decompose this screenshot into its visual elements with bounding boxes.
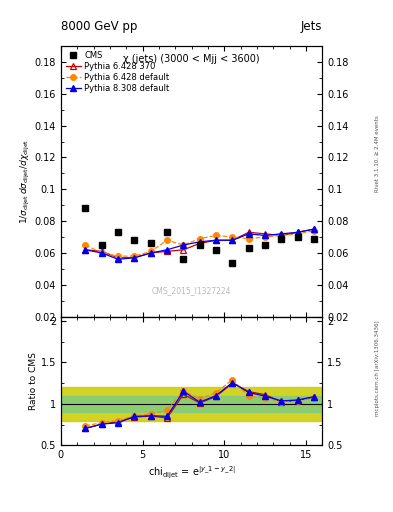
Pythia 8.308 default: [312, 226, 316, 232]
Pythia 6.428 default: [83, 242, 88, 248]
CMS: [312, 236, 316, 242]
Pythia 6.428 370: [99, 248, 104, 254]
Pythia 8.308 default: [116, 256, 120, 262]
Pythia 6.428 370: [214, 237, 219, 243]
CMS: [83, 205, 88, 211]
Y-axis label: Ratio to CMS: Ratio to CMS: [29, 352, 38, 410]
Pythia 6.428 default: [214, 232, 219, 239]
CMS: [116, 229, 120, 236]
CMS: [263, 242, 268, 248]
Pythia 8.308 default: [263, 232, 268, 239]
Line: Pythia 8.308 default: Pythia 8.308 default: [83, 226, 317, 262]
Pythia 6.428 370: [230, 237, 235, 243]
Pythia 8.308 default: [83, 247, 88, 253]
CMS: [279, 236, 284, 242]
CMS: [165, 229, 169, 236]
Bar: [61, 387, 322, 420]
Text: Rivet 3.1.10, ≥ 2.4M events: Rivet 3.1.10, ≥ 2.4M events: [375, 115, 380, 192]
CMS: [99, 242, 104, 248]
Text: CMS_2015_I1327224: CMS_2015_I1327224: [152, 286, 231, 295]
Pythia 6.428 default: [149, 248, 153, 254]
Pythia 6.428 370: [181, 247, 186, 253]
CMS: [214, 247, 219, 253]
Pythia 6.428 default: [132, 253, 137, 259]
Pythia 6.428 370: [197, 240, 202, 246]
Pythia 8.308 default: [296, 229, 300, 236]
Pythia 6.428 default: [312, 228, 316, 234]
CMS: [197, 242, 202, 248]
Pythia 8.308 default: [181, 242, 186, 248]
CMS: [181, 256, 186, 262]
Pythia 6.428 370: [312, 226, 316, 232]
Pythia 6.428 default: [116, 253, 120, 259]
Line: CMS: CMS: [82, 205, 318, 266]
Text: χ (jets) (3000 < Mjj < 3600): χ (jets) (3000 < Mjj < 3600): [123, 54, 260, 64]
CMS: [230, 260, 235, 266]
CMS: [132, 237, 137, 243]
Pythia 6.428 default: [230, 234, 235, 240]
Pythia 6.428 370: [263, 231, 268, 237]
Text: 8000 GeV pp: 8000 GeV pp: [61, 20, 137, 33]
Pythia 6.428 default: [279, 232, 284, 239]
Pythia 8.308 default: [132, 254, 137, 261]
Pythia 6.428 default: [165, 237, 169, 243]
Pythia 8.308 default: [279, 231, 284, 237]
Legend: CMS, Pythia 6.428 370, Pythia 6.428 default, Pythia 8.308 default: CMS, Pythia 6.428 370, Pythia 6.428 defa…: [64, 50, 171, 95]
Line: Pythia 6.428 370: Pythia 6.428 370: [83, 226, 317, 261]
CMS: [246, 245, 251, 251]
Pythia 6.428 370: [296, 229, 300, 236]
Pythia 8.308 default: [197, 239, 202, 245]
Pythia 8.308 default: [230, 237, 235, 243]
Pythia 6.428 default: [246, 236, 251, 242]
Pythia 6.428 370: [246, 229, 251, 236]
Pythia 6.428 default: [197, 236, 202, 242]
CMS: [149, 240, 153, 246]
Pythia 8.308 default: [214, 237, 219, 243]
Pythia 8.308 default: [99, 250, 104, 256]
Pythia 6.428 370: [149, 250, 153, 256]
Pythia 6.428 370: [83, 247, 88, 253]
Y-axis label: $1/\sigma_{\rm dijet}\, d\sigma_{\rm dijet}/d\chi_{\rm dijet}$: $1/\sigma_{\rm dijet}\, d\sigma_{\rm dij…: [19, 139, 32, 224]
Text: Jets: Jets: [301, 20, 322, 33]
Pythia 6.428 default: [99, 250, 104, 256]
Pythia 8.308 default: [165, 247, 169, 253]
Pythia 6.428 default: [181, 242, 186, 248]
Pythia 8.308 default: [149, 250, 153, 256]
Pythia 6.428 default: [263, 234, 268, 240]
Line: Pythia 6.428 default: Pythia 6.428 default: [83, 228, 317, 259]
CMS: [296, 234, 300, 240]
Pythia 6.428 370: [116, 254, 120, 261]
X-axis label: chi$_{\mathregular{dijet}}$ = e$^{|y\_1-y\_2|}$: chi$_{\mathregular{dijet}}$ = e$^{|y\_1-…: [148, 464, 235, 481]
Text: mcplots.cern.ch [arXiv:1306.3436]: mcplots.cern.ch [arXiv:1306.3436]: [375, 321, 380, 416]
Pythia 6.428 default: [296, 231, 300, 237]
Pythia 6.428 370: [165, 248, 169, 254]
Pythia 6.428 370: [279, 232, 284, 239]
Pythia 6.428 370: [132, 254, 137, 261]
Bar: [61, 396, 322, 412]
Pythia 8.308 default: [246, 231, 251, 237]
